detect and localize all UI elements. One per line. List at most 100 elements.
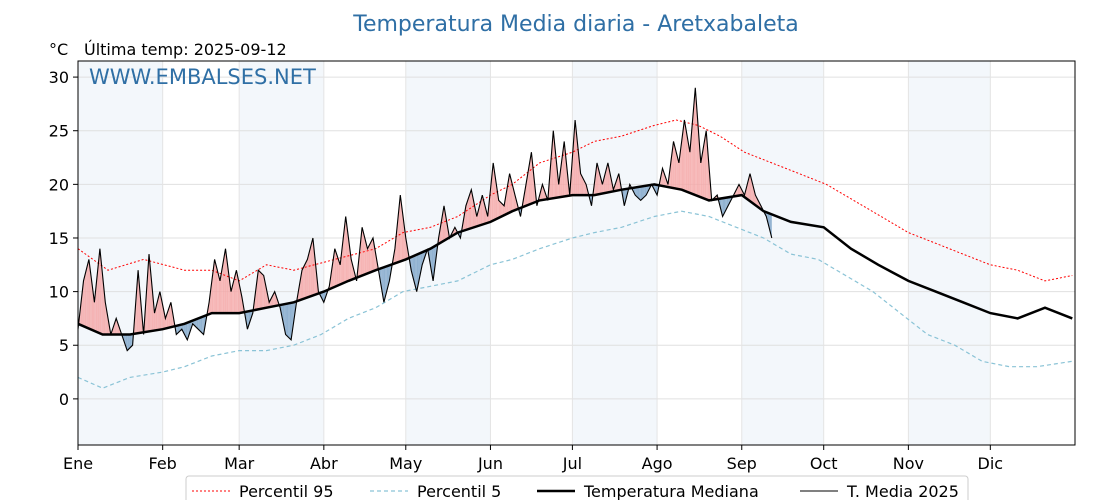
warm-anomaly-fill <box>501 203 503 217</box>
cold-anomaly-fill <box>722 197 725 217</box>
warm-anomaly-fill <box>707 148 709 201</box>
cold-anomaly-fill <box>323 291 326 303</box>
warm-anomaly-fill <box>661 168 663 186</box>
warm-anomaly-fill <box>745 184 748 200</box>
warm-anomaly-fill <box>359 240 361 277</box>
legend: Percentil 95 Percentil 5 Temperatura Media… <box>185 475 969 500</box>
cold-anomaly-fill <box>418 253 420 285</box>
warm-anomaly-fill <box>749 173 752 203</box>
warm-anomaly-fill <box>169 302 171 328</box>
warm-anomaly-fill <box>530 152 532 205</box>
warm-anomaly-fill <box>261 272 263 309</box>
cold-anomaly-fill <box>177 325 180 334</box>
cold-anomaly-fill <box>635 187 637 197</box>
warm-anomaly-fill <box>702 146 704 199</box>
warm-anomaly-fill <box>149 254 151 332</box>
warm-anomaly-fill <box>405 237 408 260</box>
series-line-t-media-2025 <box>77 87 773 352</box>
warm-anomaly-fill <box>695 87 697 196</box>
warm-anomaly-fill <box>158 291 160 330</box>
x-tick-label: Sep <box>727 454 757 473</box>
warm-anomaly-fill <box>255 280 257 310</box>
x-tick-label: Mar <box>224 454 255 473</box>
y-tick-label: 25 <box>49 122 69 141</box>
warm-anomaly-fill <box>217 270 219 314</box>
warm-anomaly-fill <box>266 288 268 308</box>
warm-anomaly-fill <box>336 252 338 287</box>
warm-anomaly-fill <box>509 173 511 213</box>
warm-anomaly-fill <box>693 87 696 196</box>
warm-anomaly-fill <box>258 270 260 310</box>
legend-label: Temperatura Mediana <box>583 482 759 500</box>
warm-anomaly-fill <box>88 259 91 330</box>
warm-anomaly-fill <box>303 264 305 299</box>
warm-anomaly-fill <box>218 275 221 314</box>
warm-anomaly-fill <box>98 248 100 334</box>
warm-anomaly-fill <box>215 264 218 314</box>
y-tick-label: 5 <box>59 336 69 355</box>
warm-anomaly-fill <box>222 256 225 314</box>
warm-anomaly-fill <box>687 136 689 193</box>
warm-anomaly-fill <box>497 191 499 219</box>
warm-anomaly-fill <box>214 259 216 314</box>
warm-anomaly-fill <box>364 237 367 275</box>
warm-anomaly-fill <box>307 254 309 298</box>
cold-anomaly-fill <box>127 334 129 351</box>
warm-anomaly-fill <box>595 162 597 195</box>
warm-anomaly-fill <box>676 152 678 189</box>
warm-anomaly-fill <box>468 193 470 230</box>
y-unit-label: °C <box>49 40 68 59</box>
warm-anomaly-fill <box>699 144 701 198</box>
warm-anomaly-fill <box>232 280 234 314</box>
warm-anomaly-fill <box>349 248 352 281</box>
warm-anomaly-fill <box>304 262 307 299</box>
x-tick-label: Abr <box>310 454 338 473</box>
warm-anomaly-fill <box>583 178 585 196</box>
cold-anomaly-fill <box>639 186 641 201</box>
legend-box <box>185 475 969 500</box>
warm-anomaly-fill <box>471 189 473 229</box>
warm-anomaly-fill <box>572 138 574 196</box>
warm-anomaly-fill <box>352 264 354 280</box>
cold-anomaly-fill <box>179 324 181 332</box>
warm-anomaly-fill <box>306 259 308 298</box>
warm-anomaly-fill <box>598 168 600 195</box>
x-tick-label: Ene <box>63 454 93 473</box>
cold-anomaly-fill <box>420 252 423 272</box>
warm-anomaly-fill <box>301 267 304 300</box>
cold-anomaly-fill <box>199 317 201 332</box>
y-tick-label: 30 <box>49 68 69 87</box>
warm-anomaly-fill <box>80 292 83 326</box>
warm-anomaly-fill <box>498 200 501 218</box>
warm-anomaly-fill <box>681 130 684 191</box>
warm-anomaly-fill <box>269 299 271 308</box>
warm-anomaly-fill <box>363 232 365 275</box>
legend-label: Percentil 95 <box>239 482 334 500</box>
warm-anomaly-fill <box>684 119 686 192</box>
cold-anomaly-fill <box>289 302 292 340</box>
warm-anomaly-fill <box>550 148 552 199</box>
watermark: WWW.EMBALSES.NET <box>89 65 316 89</box>
series-line-percentil-5 <box>77 210 1073 389</box>
warm-anomaly-fill <box>467 197 469 230</box>
cold-anomaly-fill <box>724 197 726 214</box>
warm-anomaly-fill <box>224 248 226 314</box>
warm-anomaly-fill <box>154 307 156 331</box>
warm-anomaly-fill <box>605 168 607 193</box>
warm-anomaly-fill <box>225 248 227 314</box>
warm-anomaly-fill <box>543 188 546 200</box>
warm-anomaly-fill <box>581 176 584 196</box>
warm-anomaly-fill <box>101 262 103 335</box>
warm-anomaly-fill <box>704 130 707 200</box>
x-tick-label: Oct <box>810 454 838 473</box>
legend-label: T. Media 2025 <box>846 482 959 500</box>
warm-anomaly-fill <box>508 173 510 214</box>
warm-anomaly-fill <box>480 195 483 226</box>
warm-anomaly-fill <box>99 248 102 334</box>
warm-anomaly-fill <box>157 296 159 331</box>
month-band <box>741 61 824 445</box>
cold-anomaly-fill <box>383 266 386 303</box>
warm-anomaly-fill <box>540 184 543 201</box>
cold-anomaly-fill <box>292 302 294 331</box>
warm-anomaly-fill <box>139 286 141 333</box>
